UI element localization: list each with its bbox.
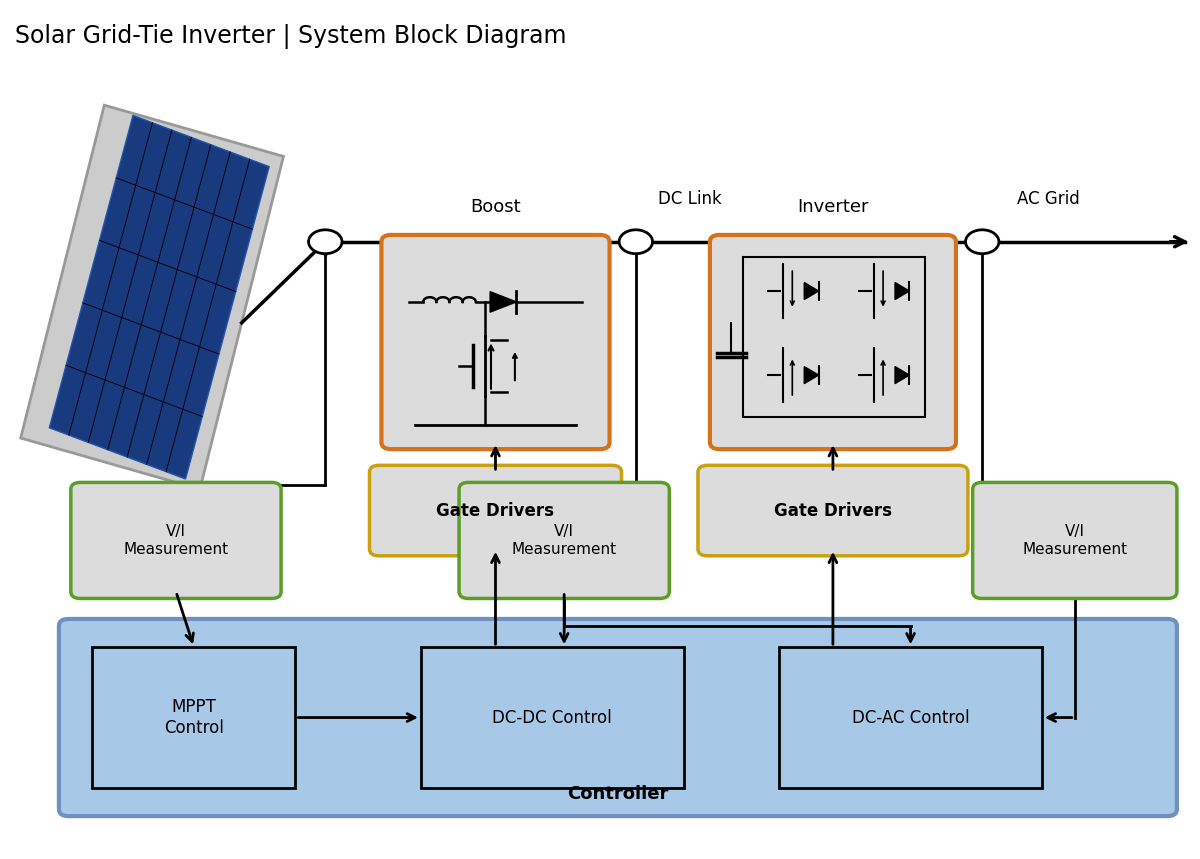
Text: Solar Grid-Tie Inverter | System Block Diagram: Solar Grid-Tie Inverter | System Block D… xyxy=(14,24,566,49)
Polygon shape xyxy=(895,367,910,384)
Polygon shape xyxy=(490,292,516,312)
Polygon shape xyxy=(49,115,269,479)
Text: Gate Drivers: Gate Drivers xyxy=(774,502,892,520)
Bar xyxy=(421,647,684,788)
Text: Inverter: Inverter xyxy=(797,198,869,216)
Text: DC-DC Control: DC-DC Control xyxy=(492,709,612,727)
FancyBboxPatch shape xyxy=(460,483,670,599)
FancyBboxPatch shape xyxy=(973,483,1177,599)
Polygon shape xyxy=(895,283,910,300)
Text: DC Link: DC Link xyxy=(658,190,721,208)
Polygon shape xyxy=(804,283,818,300)
Text: V/I
Measurement: V/I Measurement xyxy=(511,524,617,557)
FancyBboxPatch shape xyxy=(370,466,622,556)
FancyBboxPatch shape xyxy=(59,619,1177,816)
FancyBboxPatch shape xyxy=(710,235,956,449)
Circle shape xyxy=(619,230,653,253)
Text: Gate Drivers: Gate Drivers xyxy=(437,502,554,520)
Text: Boost: Boost xyxy=(470,198,521,216)
Bar xyxy=(92,647,295,788)
Text: V/I
Measurement: V/I Measurement xyxy=(1022,524,1127,557)
Bar xyxy=(779,647,1042,788)
Bar xyxy=(743,257,925,417)
Polygon shape xyxy=(804,367,818,384)
FancyBboxPatch shape xyxy=(382,235,610,449)
Circle shape xyxy=(966,230,998,253)
Text: MPPT
Control: MPPT Control xyxy=(164,698,224,737)
Text: DC-AC Control: DC-AC Control xyxy=(852,709,970,727)
Polygon shape xyxy=(20,105,283,490)
Text: AC Grid: AC Grid xyxy=(1016,190,1079,208)
Text: V/I
Measurement: V/I Measurement xyxy=(124,524,228,557)
Text: Controller: Controller xyxy=(568,785,668,803)
Circle shape xyxy=(308,230,342,253)
FancyBboxPatch shape xyxy=(71,483,281,599)
FancyBboxPatch shape xyxy=(698,466,968,556)
